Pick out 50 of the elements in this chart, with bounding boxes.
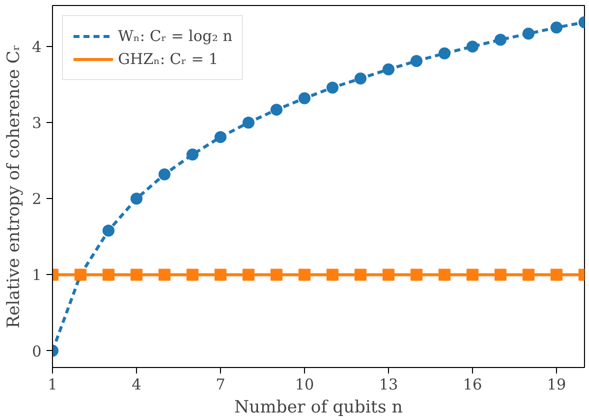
point — [158, 268, 170, 281]
point — [130, 192, 142, 205]
point — [382, 268, 394, 281]
y-tick-label: 0 — [32, 342, 42, 360]
y-tick-label: 2 — [32, 190, 42, 208]
point — [214, 268, 226, 281]
point — [410, 55, 422, 68]
point — [242, 116, 254, 129]
legend-label: Wₙ: Cᵣ = log₂ n — [118, 27, 232, 45]
point — [326, 82, 338, 94]
point — [326, 268, 338, 281]
point — [438, 47, 450, 60]
y-tick-label: 1 — [32, 266, 42, 284]
point — [298, 268, 310, 281]
point — [130, 268, 142, 281]
x-tick-label: 1 — [48, 376, 58, 394]
point — [298, 92, 310, 104]
point — [354, 72, 366, 84]
point — [550, 22, 562, 34]
point — [270, 104, 282, 116]
point — [242, 268, 254, 281]
x-tick-label: 16 — [462, 376, 482, 394]
point — [354, 268, 366, 281]
legend-label: GHZₙ: Cᵣ = 1 — [118, 50, 218, 68]
point — [522, 268, 534, 281]
point — [158, 168, 170, 180]
x-axis-title: Number of qubits n — [234, 398, 403, 418]
point — [522, 28, 534, 40]
point — [214, 131, 226, 144]
point — [438, 268, 450, 281]
x-tick-label: 10 — [294, 376, 314, 394]
point — [382, 63, 394, 76]
point — [494, 34, 506, 46]
point — [410, 268, 422, 281]
point — [550, 268, 562, 281]
point — [270, 268, 282, 281]
x-tick-label: 19 — [546, 376, 566, 394]
x-tick-label: 13 — [378, 376, 398, 394]
x-tick-label: 4 — [132, 376, 142, 394]
y-tick-label: 3 — [32, 114, 42, 132]
point — [186, 148, 198, 161]
point — [102, 224, 114, 237]
point — [466, 268, 478, 281]
point — [186, 268, 198, 281]
x-tick-label: 7 — [216, 376, 226, 394]
y-axis-title: Relative entropy of coherence Cᵣ — [4, 44, 24, 328]
point — [466, 40, 478, 53]
y-tick-label: 4 — [32, 38, 42, 56]
point — [102, 268, 114, 281]
point — [494, 268, 506, 281]
